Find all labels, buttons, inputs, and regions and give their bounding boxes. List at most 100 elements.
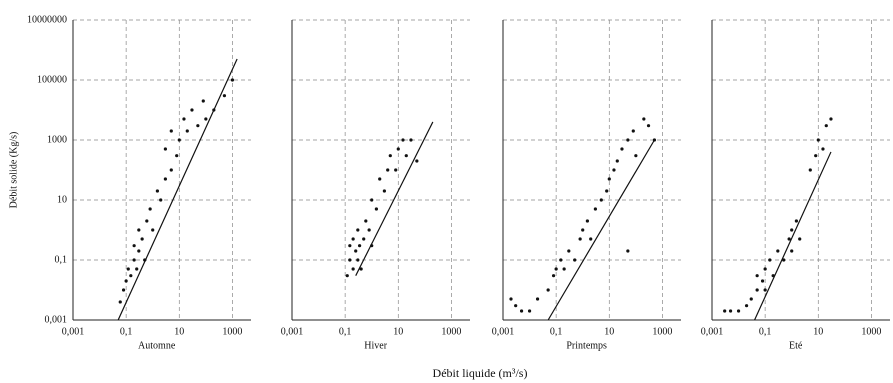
data-point: [790, 228, 794, 232]
data-point: [829, 117, 833, 121]
data-point: [605, 189, 609, 193]
data-point: [222, 94, 227, 98]
y-tick-label: 10: [57, 194, 67, 205]
data-point: [567, 249, 571, 253]
x-tick-label: 0,001: [62, 326, 85, 337]
x-tick-label: 0,1: [120, 326, 133, 337]
data-point: [814, 154, 818, 158]
data-point: [723, 309, 727, 313]
data-point: [356, 258, 360, 262]
data-point: [790, 249, 794, 253]
data-point: [527, 309, 532, 313]
panel-title: Printemps: [566, 340, 607, 351]
data-point: [404, 154, 408, 158]
x-tick-label: 1000: [222, 326, 242, 337]
x-tick-label: 0,001: [281, 326, 304, 337]
data-point: [509, 297, 513, 301]
data-point: [163, 177, 167, 181]
data-point: [578, 237, 582, 241]
data-point: [736, 309, 741, 313]
data-point: [535, 297, 540, 301]
data-point: [182, 117, 186, 121]
data-point: [118, 300, 122, 304]
x-tick-label: 10: [604, 326, 614, 337]
data-point: [135, 267, 139, 271]
data-point: [612, 168, 616, 172]
data-point: [137, 249, 141, 253]
data-point: [808, 168, 812, 172]
data-point: [626, 138, 630, 142]
data-point: [620, 147, 624, 151]
data-point: [554, 267, 558, 271]
data-point: [230, 78, 235, 82]
fit-line: [547, 139, 655, 321]
data-point: [190, 108, 194, 112]
data-point: [132, 244, 136, 248]
data-point: [593, 207, 597, 211]
y-tick-label: 0,001: [45, 314, 68, 325]
data-point: [798, 237, 802, 241]
data-point: [551, 274, 556, 278]
y-tick-label: 1000: [47, 134, 67, 145]
data-point: [177, 138, 181, 142]
data-point: [204, 117, 208, 121]
data-point: [367, 228, 371, 232]
data-point: [562, 267, 566, 271]
data-point: [409, 138, 413, 142]
data-point: [196, 124, 200, 128]
data-point: [573, 258, 577, 262]
data-point: [386, 168, 390, 172]
data-point: [768, 258, 772, 262]
data-point: [185, 129, 189, 133]
panel-title: Eté: [789, 340, 803, 351]
data-point: [581, 228, 585, 232]
data-point: [351, 267, 355, 271]
data-point: [124, 279, 128, 283]
data-point: [362, 237, 366, 241]
data-point: [155, 189, 159, 193]
data-point: [175, 154, 179, 158]
data-point: [599, 198, 603, 202]
x-tick-label: 0,1: [759, 326, 772, 337]
x-tick-label: 1000: [652, 326, 672, 337]
data-point: [824, 124, 828, 128]
data-point: [394, 168, 398, 172]
data-point: [821, 147, 825, 151]
x-tick-label: 0,1: [550, 326, 563, 337]
data-point: [755, 274, 759, 278]
data-point: [519, 309, 524, 313]
data-point: [816, 138, 820, 142]
data-point: [378, 177, 382, 181]
data-point: [607, 177, 611, 181]
data-point: [348, 244, 352, 248]
y-axis-label: Débit solide (Kg/s): [8, 132, 19, 209]
x-tick-label: 10: [174, 326, 184, 337]
data-point: [121, 288, 126, 292]
data-point: [388, 154, 392, 158]
fit-line: [117, 58, 238, 321]
data-point: [169, 168, 173, 172]
data-point: [201, 99, 205, 103]
data-point: [356, 228, 360, 232]
data-point: [359, 267, 363, 271]
data-point: [169, 129, 173, 133]
y-tick-label: 100000: [37, 74, 67, 85]
data-point: [782, 258, 786, 262]
x-tick-label: 0,001: [701, 326, 724, 337]
data-point: [615, 159, 619, 163]
data-point: [151, 228, 155, 232]
data-point: [749, 297, 753, 301]
data-point: [776, 249, 780, 253]
data-point: [163, 147, 167, 151]
panel-title: Automne: [138, 340, 176, 351]
data-point: [642, 117, 646, 121]
data-point: [728, 309, 733, 313]
data-point: [546, 288, 550, 292]
fit-line: [355, 121, 434, 276]
data-point: [763, 267, 767, 271]
data-point: [559, 258, 563, 262]
data-point: [626, 249, 630, 253]
y-tick-label: 10000000: [27, 14, 67, 25]
panel-title: Hiver: [364, 340, 387, 351]
